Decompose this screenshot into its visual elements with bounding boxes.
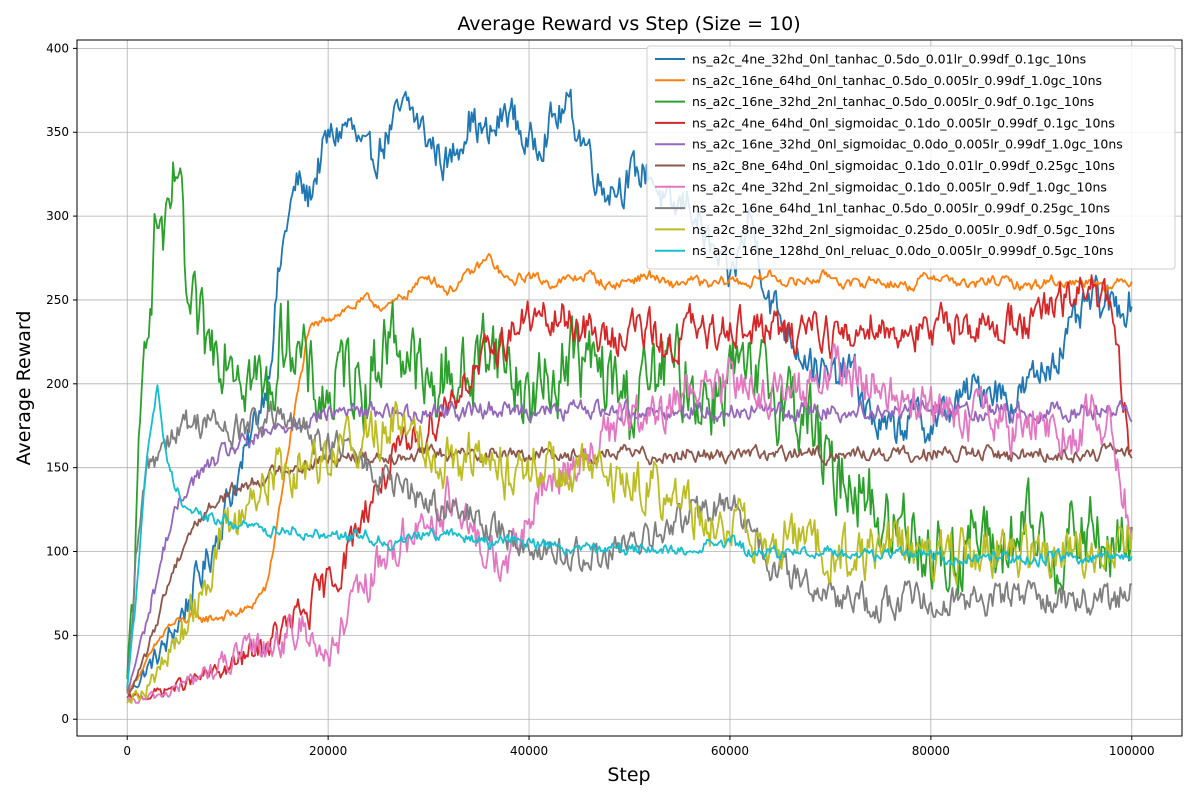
series-line	[126, 252, 1133, 695]
legend-box	[646, 45, 1176, 270]
series-line	[126, 400, 1133, 704]
legend-entry: ns_a2c_8ne_32hd_2nl_sigmoidac_0.25do_0.0…	[692, 222, 1115, 237]
legend-entry: ns_a2c_16ne_128hd_0nl_reluac_0.0do_0.005…	[692, 243, 1114, 258]
x-axis-ticks: 0 20000 40000 60000 80000 100000	[123, 736, 1155, 758]
plot-area-frame	[76, 39, 1183, 737]
legend-entry: ns_a2c_4ne_32hd_2nl_sigmoidac_0.1do_0.00…	[692, 179, 1107, 194]
series-lines	[126, 88, 1133, 704]
x-tick-label: 80000	[912, 744, 950, 758]
y-tick-label: 50	[54, 628, 69, 642]
grid-lines	[77, 40, 1182, 736]
x-tick-label: 40000	[510, 744, 548, 758]
x-axis-label: Step	[607, 764, 650, 786]
legend: ns_a2c_4ne_32hd_0nl_tanhac_0.5do_0.01lr_…	[646, 45, 1176, 270]
y-tick-label: 150	[46, 461, 69, 475]
series-line	[126, 343, 1133, 704]
legend-entry: ns_a2c_4ne_32hd_0nl_tanhac_0.5do_0.01lr_…	[692, 52, 1086, 67]
legend-entry: ns_a2c_16ne_32hd_2nl_tanhac_0.5do_0.005l…	[692, 94, 1094, 109]
y-tick-label: 200	[46, 377, 69, 391]
legend-entry: ns_a2c_16ne_64hd_0nl_tanhac_0.5do_0.005l…	[692, 73, 1102, 88]
series-line	[126, 384, 1133, 688]
legend-entry: ns_a2c_16ne_64hd_1nl_tanhac_0.5do_0.005l…	[692, 201, 1110, 216]
x-tick-label: 60000	[711, 744, 749, 758]
y-tick-label: 0	[61, 712, 69, 726]
legend-entry: ns_a2c_16ne_32hd_0nl_sigmoidac_0.0do_0.0…	[692, 137, 1123, 152]
y-tick-label: 250	[46, 293, 69, 307]
x-tick-label: 20000	[309, 744, 347, 758]
y-axis-ticks: 0 50 100 150 200 250 300 350 400	[46, 41, 77, 726]
x-tick-label: 0	[123, 744, 131, 758]
y-axis-label: Average Reward	[13, 311, 35, 466]
series-line	[127, 274, 1133, 701]
series-line	[126, 88, 1133, 695]
legend-entry: ns_a2c_8ne_64hd_0nl_sigmoidac_0.1do_0.01…	[692, 158, 1115, 173]
series-line	[126, 400, 1132, 691]
y-tick-label: 100	[46, 545, 69, 559]
series-line	[126, 398, 1133, 693]
series-line	[126, 442, 1133, 699]
y-tick-label: 350	[46, 125, 69, 139]
x-tick-label: 100000	[1109, 744, 1155, 758]
legend-entry: ns_a2c_4ne_64hd_0nl_sigmoidac_0.1do_0.00…	[692, 115, 1115, 130]
y-tick-label: 400	[46, 41, 69, 55]
chart-title: Average Reward vs Step (Size = 10)	[457, 13, 800, 35]
y-tick-label: 300	[46, 209, 69, 223]
